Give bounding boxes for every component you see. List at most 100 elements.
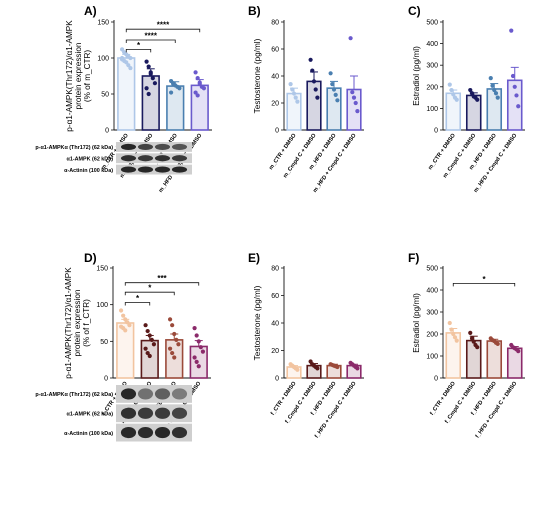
data-point	[288, 82, 293, 87]
data-point	[119, 47, 125, 52]
data-point	[195, 93, 200, 98]
y-tick-label: 80	[271, 20, 279, 27]
data-point	[170, 350, 175, 356]
data-point	[510, 73, 516, 79]
data-point	[149, 337, 154, 342]
data-point	[447, 82, 452, 87]
data-point	[121, 313, 126, 318]
data-point	[194, 359, 199, 364]
data-point	[168, 90, 174, 95]
significance-bracket	[125, 39, 176, 43]
data-point	[176, 342, 181, 347]
y-tick-label: 150	[97, 20, 109, 27]
y-axis-label-line: Testosterone (pg/ml)	[253, 285, 262, 360]
y-tick-label: 40	[271, 74, 279, 81]
panel-6: F)Estradiol (pg/ml)0100200300400500f_CTR…	[408, 251, 525, 439]
y-axis-label-line: (% of m_CTR)	[83, 50, 92, 103]
data-point	[290, 87, 295, 92]
blot-band	[137, 388, 154, 400]
data-point	[293, 95, 298, 100]
data-point	[174, 337, 179, 342]
significance-bracket	[124, 291, 175, 296]
y-tick-label: 20	[271, 101, 279, 108]
data-point	[308, 57, 313, 62]
significance-bracket	[124, 282, 200, 286]
data-point	[201, 86, 207, 91]
data-point	[295, 367, 300, 372]
y-axis-label: p-α1-AMPK(Thr172)/α1-AMPKprotein express…	[64, 267, 91, 379]
blot-band	[137, 155, 154, 162]
y-tick-label: 400	[426, 288, 438, 295]
data-point	[143, 346, 148, 351]
y-axis-label-line: protein expression	[73, 289, 82, 356]
blot-band	[120, 166, 137, 173]
data-point	[147, 333, 152, 338]
significance-label: *	[137, 41, 141, 50]
y-tick-label: 20	[271, 348, 279, 355]
blot-row-label: p-α1-AMPKα (Thr172) (62 kDa)	[35, 392, 113, 398]
y-tick-label: 100	[426, 354, 438, 361]
y-tick-label: 300	[426, 310, 438, 317]
blot-band	[120, 143, 137, 150]
y-tick-label: 0	[275, 376, 279, 383]
data-point	[170, 323, 175, 328]
blot-band	[154, 143, 171, 150]
y-axis-label-line: (% of f_CTR)	[82, 299, 91, 347]
blot-band	[137, 427, 154, 439]
y-tick-label: 200	[426, 332, 438, 339]
data-point	[128, 55, 133, 61]
data-point	[350, 90, 355, 95]
data-point	[167, 346, 173, 351]
data-point	[172, 355, 177, 360]
data-point	[475, 97, 480, 102]
data-point	[144, 59, 149, 64]
y-tick-label: 100	[96, 302, 108, 309]
data-point	[311, 79, 317, 84]
data-point	[447, 320, 452, 326]
data-point	[348, 36, 353, 41]
data-point	[126, 63, 131, 68]
blot-band	[137, 407, 154, 419]
data-point	[119, 55, 125, 61]
data-point	[331, 87, 337, 92]
data-point	[315, 95, 320, 100]
y-tick-label: 300	[426, 63, 438, 70]
y-axis-label: Estradiol (pg/ml)	[412, 46, 421, 106]
blot-band	[120, 407, 137, 419]
data-point	[124, 60, 129, 65]
data-point	[468, 87, 473, 93]
data-point	[172, 331, 177, 337]
significance-label: *	[136, 294, 140, 303]
blot-band	[137, 143, 154, 150]
panel-letter: D)	[84, 251, 97, 265]
blot-row-label: α-Actinin (100 kDa)	[64, 168, 113, 174]
data-point	[449, 327, 454, 332]
blot-row-label: p-α1-AMPKα (Thr172) (62 kDa)	[35, 145, 113, 151]
panel-letter: C)	[408, 4, 421, 18]
data-point	[451, 331, 456, 337]
blot-band	[137, 166, 154, 173]
data-point	[492, 87, 497, 93]
data-point	[167, 317, 173, 322]
blot-band	[120, 388, 137, 400]
y-axis-label-line: Estradiol (pg/ml)	[412, 46, 421, 106]
blot-strip	[116, 404, 192, 423]
y-axis-label: Testosterone (pg/ml)	[253, 285, 262, 360]
data-point	[145, 328, 150, 334]
panel-4: D) p-α1-AMPK(Thr172)/α1-AMPKprotein expre…	[35, 251, 211, 442]
bar	[486, 88, 503, 131]
data-point	[151, 342, 157, 347]
significance-bracket	[125, 28, 201, 33]
significance-bracket	[452, 283, 516, 287]
blot-band	[171, 427, 188, 439]
bar	[286, 92, 302, 131]
data-point	[291, 91, 297, 96]
data-point	[514, 93, 519, 98]
data-point	[148, 70, 153, 75]
data-point	[516, 104, 521, 109]
data-point	[128, 65, 133, 71]
blot-band	[154, 407, 171, 419]
panel-letter: A)	[84, 4, 97, 18]
